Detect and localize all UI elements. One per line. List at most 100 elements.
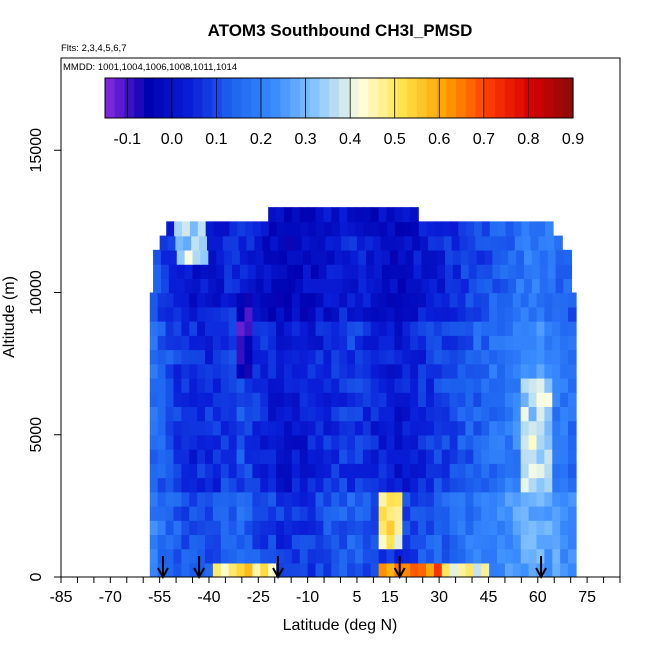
heat-cell [291, 392, 301, 407]
heat-cell [260, 477, 269, 493]
heat-cell [394, 349, 404, 365]
heat-cell [149, 292, 159, 308]
heat-cell [216, 278, 225, 294]
heat-cell [189, 534, 198, 550]
heat-cell [350, 264, 359, 279]
heat-cell [342, 264, 352, 279]
heat-cell [347, 520, 356, 536]
heat-cell [555, 278, 565, 294]
heat-cell [457, 448, 467, 464]
heat-cell [307, 534, 317, 550]
heat-cell [421, 278, 430, 294]
heat-cell [475, 235, 484, 251]
heat-cell [153, 278, 162, 294]
heat-cell [552, 463, 561, 479]
heat-cell [378, 349, 388, 365]
heat-cell [276, 520, 285, 536]
heat-cell [370, 363, 380, 379]
heat-cell [362, 392, 372, 407]
heat-cell [197, 406, 206, 422]
heat-cell [287, 264, 296, 279]
heat-cell [474, 221, 483, 237]
heat-cell [205, 306, 214, 322]
heat-cell [342, 249, 352, 265]
heat-cell [315, 377, 325, 393]
heat-cell [339, 335, 348, 351]
heat-cell [252, 520, 261, 536]
heat-cell [418, 477, 427, 493]
heat-cell [149, 562, 159, 577]
heat-cell [410, 463, 419, 479]
heat-cell [285, 235, 295, 251]
heat-cell [506, 235, 516, 251]
colorbar-label: 0.3 [294, 131, 316, 148]
heat-cell [433, 534, 443, 550]
heat-cell [276, 562, 285, 577]
heat-cell [378, 292, 388, 308]
heat-cell [441, 548, 451, 564]
heat-cell [197, 534, 206, 550]
heat-cell [437, 264, 446, 279]
heat-cell [552, 434, 561, 450]
dates-subtitle: MMDD: 1001,1004,1006,1008,1011,1014 [63, 62, 237, 73]
heat-cell [307, 363, 317, 379]
heat-cell [315, 392, 325, 407]
heat-cell [291, 562, 301, 577]
heat-cell [498, 235, 508, 251]
heat-cell [536, 491, 546, 507]
heat-cell [149, 363, 159, 379]
heat-cell [197, 434, 206, 450]
heat-cell [350, 278, 359, 294]
heat-cell [354, 448, 364, 464]
heat-cell [378, 363, 388, 379]
heat-cell [260, 491, 269, 507]
heat-cell [441, 448, 451, 464]
heat-cell [213, 221, 223, 237]
heat-cell [520, 377, 530, 393]
heat-cell [208, 264, 217, 279]
heat-cell [315, 292, 325, 308]
heat-cell [268, 306, 277, 322]
heat-cell [433, 349, 443, 365]
heat-cell [560, 349, 569, 365]
heat-cell [378, 491, 388, 507]
heat-cell [512, 306, 522, 322]
heat-cell [433, 477, 443, 493]
heat-cell [333, 235, 342, 251]
heat-cell [192, 249, 202, 265]
heat-cell [252, 534, 261, 550]
heat-cell [181, 392, 190, 407]
heat-cell [512, 434, 522, 450]
heat-cell [181, 562, 190, 577]
heat-cell [165, 292, 175, 308]
heat-cell [167, 235, 177, 251]
heat-cell [244, 420, 254, 436]
heat-cell [484, 278, 494, 294]
heat-cell [481, 505, 490, 521]
colorbar-label: 0.6 [428, 131, 450, 148]
heat-cell [449, 363, 459, 379]
heat-cell [433, 562, 443, 577]
heat-cell [291, 320, 301, 336]
heat-cell [260, 292, 269, 308]
heat-cell [410, 434, 419, 450]
heat-cell [405, 278, 415, 294]
heat-cell [362, 363, 372, 379]
heat-cell [339, 548, 348, 564]
heat-cell [228, 434, 238, 450]
heat-cell [536, 477, 546, 493]
colorbar-segment [153, 78, 165, 118]
heat-cell [560, 420, 569, 436]
heat-cell [544, 434, 553, 450]
heat-cell [449, 420, 459, 436]
heat-cell [334, 264, 344, 279]
heat-cell [386, 491, 396, 507]
heat-cell [394, 434, 404, 450]
heat-cell [153, 264, 162, 279]
heat-cell [544, 406, 553, 422]
heat-cell [307, 320, 317, 336]
heat-cell [149, 335, 159, 351]
heat-cell [560, 363, 569, 379]
heat-cell [236, 392, 246, 407]
y-tick-label: 5000 [28, 417, 45, 453]
